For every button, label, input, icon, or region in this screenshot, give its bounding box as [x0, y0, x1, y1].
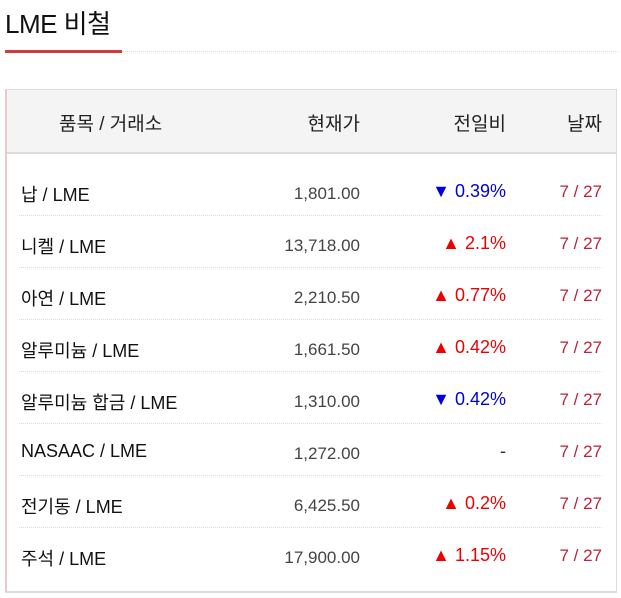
item-name[interactable]: 알루미늄 / LME — [21, 341, 140, 361]
date: 7 / 27 — [559, 546, 602, 565]
table-row[interactable]: 주석 / LME 17,900.00 ▲ 1.15% 7 / 27 — [19, 528, 602, 579]
current-price: 1,801.00 — [293, 184, 360, 203]
header-change: 전일비 — [453, 114, 506, 135]
current-price: 13,718.00 — [284, 236, 360, 255]
item-name[interactable]: 납 / LME — [21, 185, 90, 205]
date: 7 / 27 — [559, 390, 602, 409]
header-item: 품목 / 거래소 — [59, 114, 163, 135]
table-row[interactable]: 알루미늄 합금 / LME 1,310.00 ▼ 0.42% 7 / 27 — [19, 372, 602, 424]
current-price: 2,210.50 — [293, 288, 360, 307]
change-percent: ▲ 1.15% — [432, 545, 506, 565]
date: 7 / 27 — [559, 494, 602, 513]
header-date: 날짜 — [567, 114, 602, 135]
current-price: 1,661.50 — [293, 340, 360, 359]
title-underline — [5, 50, 122, 53]
header-price: 현재가 — [307, 114, 360, 135]
table-row[interactable]: 니켈 / LME 13,718.00 ▲ 2.1% 7 / 27 — [19, 216, 602, 268]
item-name[interactable]: 주석 / LME — [21, 549, 107, 569]
table-row[interactable]: NASAAC / LME 1,272.00 - 7 / 27 — [19, 424, 602, 476]
current-price: 6,425.50 — [293, 496, 360, 515]
item-name[interactable]: 전기동 / LME — [21, 497, 123, 517]
section-title: LME 비철 — [5, 9, 111, 39]
change-percent: ▼ 0.39% — [432, 181, 506, 201]
item-name[interactable]: 아연 / LME — [21, 289, 107, 309]
change-percent: ▲ 0.77% — [432, 285, 506, 305]
table-body: 납 / LME 1,801.00 ▼ 0.39% 7 / 27 니켈 / LME … — [7, 154, 616, 579]
table-row[interactable]: 전기동 / LME 6,425.50 ▲ 0.2% 7 / 27 — [19, 476, 602, 528]
date: 7 / 27 — [559, 286, 602, 305]
item-name[interactable]: 알루미늄 합금 / LME — [21, 393, 178, 413]
current-price: 1,272.00 — [293, 444, 360, 463]
price-table: 품목 / 거래소 현재가 전일비 날짜 납 / LME 1,801.00 ▼ 0… — [5, 89, 617, 593]
date: 7 / 27 — [559, 234, 602, 253]
table-row[interactable]: 아연 / LME 2,210.50 ▲ 0.77% 7 / 27 — [19, 268, 602, 320]
divider — [122, 51, 618, 52]
item-name[interactable]: NASAAC / LME — [21, 441, 148, 461]
date: 7 / 27 — [559, 442, 602, 461]
change-percent: - — [500, 441, 506, 461]
change-percent: ▲ 0.2% — [442, 493, 506, 513]
date: 7 / 27 — [559, 182, 602, 201]
current-price: 17,900.00 — [284, 548, 360, 567]
date: 7 / 27 — [559, 338, 602, 357]
change-percent: ▲ 0.42% — [432, 337, 506, 357]
current-price: 1,310.00 — [293, 392, 360, 411]
table-header: 품목 / 거래소 현재가 전일비 날짜 — [7, 90, 616, 154]
item-name[interactable]: 니켈 / LME — [21, 237, 107, 257]
change-percent: ▲ 2.1% — [442, 233, 506, 253]
table-row[interactable]: 납 / LME 1,801.00 ▼ 0.39% 7 / 27 — [19, 164, 602, 216]
table-row[interactable]: 알루미늄 / LME 1,661.50 ▲ 0.42% 7 / 27 — [19, 320, 602, 372]
change-percent: ▼ 0.42% — [432, 389, 506, 409]
